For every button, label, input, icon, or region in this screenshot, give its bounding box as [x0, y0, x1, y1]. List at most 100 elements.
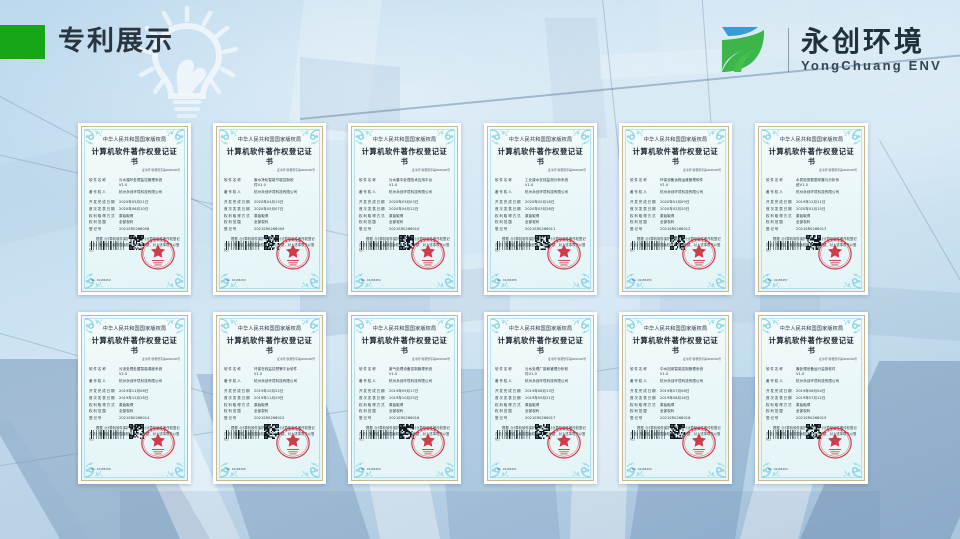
cert-field-value: 污泥处理处置智能调度系统 V1.0 — [119, 367, 163, 377]
cert-field-value: 废水净化智能节能控制软 件V1.0 — [254, 178, 294, 188]
cert-field-row: 开发完成日期 2020年05月21日 — [89, 200, 180, 205]
ornament-corner-icon — [707, 129, 726, 145]
ornament-corner-icon — [761, 273, 780, 289]
red-official-seal-icon — [141, 238, 175, 270]
cert-field-value: 2019年07月12日 — [796, 395, 826, 400]
ornament-corner-icon — [843, 318, 862, 334]
ornament-corner-top-left — [219, 318, 241, 336]
certificate-note: 根据《计算机软件保护条例》和《计算机软件著作权登记办法》的规定，经中国版权保护中… — [89, 237, 180, 253]
cert-field-row: 登记号 2021SR0266015 — [224, 416, 315, 421]
certificate-inner: 中华人民共和国国家版权局 计算机软件著作权登记证书 证书号 软著登字第00000… — [351, 126, 458, 292]
certificate-serial: 证书号 软著登字第0000000号 — [682, 168, 721, 172]
cert-field-label: 著作权人 — [766, 378, 784, 383]
certificate-issuer: 中华人民共和国国家版权局 — [508, 326, 573, 332]
certificate-card[interactable]: 中华人民共和国国家版权局 计算机软件著作权登记证书 证书号 软著登字第00000… — [213, 312, 326, 484]
cert-field-row: 权利范围 全部权利 — [766, 220, 857, 225]
certificate-footer: No. 01186461 — [497, 421, 586, 471]
ornament-corner-icon — [761, 318, 780, 334]
ornament-corner-icon — [625, 462, 644, 478]
ornament-corner-icon — [354, 318, 373, 334]
logo-name-cn: 永创环境 — [800, 25, 925, 58]
cert-field-value: 2021SR0266010 — [389, 226, 420, 231]
cert-field-value: 2019年11月06日 — [119, 389, 149, 394]
ornament-corner-top-right — [704, 129, 726, 147]
ornament-corner-bottom-left — [219, 460, 241, 478]
cert-field-value: 全部权利 — [119, 409, 134, 414]
cert-field-label: 软件名称 — [630, 178, 648, 182]
certificate-card[interactable]: 中华人民共和国国家版权局 计算机软件著作权登记证书 证书号 软著登字第00000… — [213, 123, 326, 295]
ornament-corner-top-left — [625, 318, 647, 336]
cert-field-label: 权利范围 — [630, 409, 648, 414]
certificate-footer: No. 01186456 — [632, 232, 721, 282]
cert-field-label: 著作权人 — [89, 189, 107, 194]
ornament-corner-bottom-left — [219, 271, 241, 289]
certificate-footer: No. 01186452 — [91, 232, 180, 282]
cert-field-label: 权利范围 — [224, 220, 242, 225]
certificate-border — [84, 318, 185, 478]
cert-field-value: 原始取得 — [254, 213, 269, 218]
cert-field-label: 权利范围 — [766, 220, 784, 225]
certificate-card[interactable]: 中华人民共和国国家版权局 计算机软件著作权登记证书 证书号 软著登字第00000… — [348, 312, 461, 484]
certificate-card[interactable]: 中华人民共和国国家版权局 计算机软件著作权登记证书 证书号 软著登字第00000… — [484, 312, 597, 484]
certificate-fields: 软件名称 废水净化智能节能控制软 件V1.0 著作权人 杭州永创环境科技有限公司 … — [224, 178, 315, 232]
cert-field-row: 开发完成日期 2020年04月15日 — [224, 200, 315, 205]
cert-field-value: 杭州永创环境科技有限公司 — [796, 189, 840, 194]
ornament-corner-icon — [490, 129, 509, 145]
cert-field-row: 权利取得方式 原始取得 — [224, 403, 315, 408]
certificate-border — [354, 318, 455, 478]
cert-field-label: 权利取得方式 — [359, 213, 386, 218]
cert-field-label: 首次发表日期 — [495, 206, 522, 211]
cert-field-label: 软件名称 — [495, 367, 513, 371]
certificate-card[interactable]: 中华人民共和国国家版权局 计算机软件著作权登记证书 证书号 软著登字第00000… — [78, 123, 191, 295]
certificate-serial: 证书号 软著登字第0000000号 — [682, 357, 721, 361]
certificate-card[interactable]: 中华人民共和国国家版权局 计算机软件著作权登记证书 证书号 软著登字第00000… — [755, 123, 868, 295]
certificate-card[interactable]: 中华人民共和国国家版权局 计算机软件著作权登记证书 证书号 软著登字第00000… — [755, 312, 868, 484]
cert-field-label: 著作权人 — [89, 378, 107, 383]
ornament-corner-icon — [707, 462, 726, 478]
cert-field-row: 开发完成日期 2019年07月08日 — [630, 389, 721, 394]
cert-field-label: 权利范围 — [495, 409, 513, 414]
qr-code-icon — [264, 424, 280, 439]
cert-field-label: 登记号 — [89, 226, 103, 231]
cert-field-value: 2021SR0266013 — [796, 226, 827, 231]
certificate-card[interactable]: 中华人民共和国国家版权局 计算机软件著作权登记证书 证书号 软著登字第00000… — [484, 123, 597, 295]
cert-field-label: 权利范围 — [89, 220, 107, 225]
cert-field-row: 权利取得方式 原始取得 — [630, 403, 721, 408]
ornament-corner-icon — [572, 129, 591, 145]
ornament-corner-icon — [219, 462, 238, 478]
cert-field-value: 2020年02月18日 — [525, 200, 555, 205]
cert-field-row: 开发完成日期 2020年02月18日 — [495, 200, 586, 205]
cert-field-value: 2019年09月17日 — [389, 389, 419, 394]
ornament-corner-top-left — [354, 129, 376, 147]
certificate-card[interactable]: 中华人民共和国国家版权局 计算机软件著作权登记证书 证书号 软著登字第00000… — [348, 123, 461, 295]
cert-field-row: 权利取得方式 原始取得 — [766, 214, 857, 219]
cert-field-value: 杭州永创环境科技有限公司 — [525, 378, 569, 383]
cert-field-label: 软件名称 — [224, 367, 242, 371]
cert-field-row: 著作权人 杭州永创环境科技有限公司 — [359, 190, 450, 195]
certificate-inner: 中华人民共和国国家版权局 计算机软件著作权登记证书 证书号 软著登字第00000… — [81, 315, 188, 481]
certificate-fields: 软件名称 膜处理设备运行监测软件 V1.0 著作权人 杭州永创环境科技有限公司 开… — [766, 367, 857, 421]
cert-field-value: 膜处理设备运行监测软件 V1.0 — [796, 367, 836, 377]
cert-field-row: 软件名称 环保设备远程运维管理软件 V1.0 — [630, 178, 721, 188]
lightbulb-idea-icon — [135, 5, 239, 118]
certificate-number: No. 01186463 — [768, 467, 788, 471]
red-official-seal-icon — [276, 238, 310, 270]
barcode-icon — [226, 241, 259, 250]
ornament-corner-icon — [572, 318, 591, 334]
cert-field-label: 权利取得方式 — [89, 213, 116, 218]
certificate-card[interactable]: 中华人民共和国国家版权局 计算机软件著作权登记证书 证书号 软著登字第00000… — [619, 312, 732, 484]
certificate-border — [490, 318, 591, 478]
ornament-corner-icon — [436, 462, 455, 478]
qr-code-icon — [129, 235, 145, 250]
cert-field-row: 首次发表日期 2020年05月07日 — [224, 207, 315, 212]
ornament-corner-bottom-left — [84, 271, 106, 289]
certificate-card[interactable]: 中华人民共和国国家版权局 计算机软件著作权登记证书 证书号 软著登字第00000… — [619, 123, 732, 295]
cert-field-row: 软件名称 中水回用智能控制管理系统 V1.0 — [630, 367, 721, 377]
certificate-card[interactable]: 中华人民共和国国家版权局 计算机软件著作权登记证书 证书号 软著登字第00000… — [78, 312, 191, 484]
red-official-seal-icon — [682, 427, 716, 459]
ornament-corner-top-right — [569, 129, 591, 147]
cert-field-label: 权利范围 — [359, 409, 377, 414]
cert-field-value: 原始取得 — [525, 402, 540, 407]
cert-field-row: 首次发表日期 2019年10月25日 — [359, 396, 450, 401]
certificate-number: No. 01186461 — [497, 467, 517, 471]
